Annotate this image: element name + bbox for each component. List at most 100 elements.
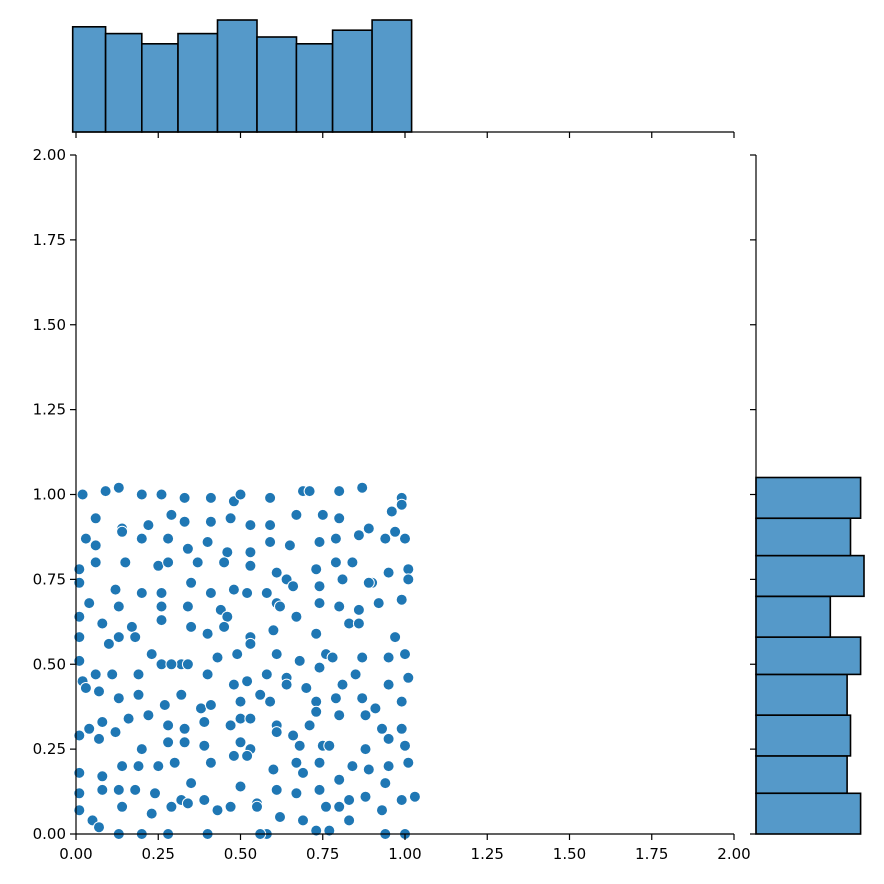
scatter-point-193 bbox=[132, 760, 145, 773]
x-hist-bar-2 bbox=[141, 42, 179, 133]
scatter-point-11 bbox=[303, 485, 316, 498]
scatter-point-128 bbox=[227, 678, 240, 691]
scatter-point-29 bbox=[395, 498, 408, 511]
scatter-point-1 bbox=[112, 481, 125, 494]
scatter-point-126 bbox=[181, 658, 194, 671]
scatter-point-39 bbox=[264, 536, 277, 548]
scatter-point-102 bbox=[352, 617, 365, 630]
marginal-y-histogram bbox=[755, 476, 865, 835]
scatter-point-177 bbox=[135, 743, 148, 756]
scatter-point-220 bbox=[290, 787, 303, 800]
scatter-point-123 bbox=[132, 668, 145, 681]
scatter-point-206 bbox=[362, 763, 375, 776]
scatter-points bbox=[73, 481, 421, 840]
scatter-point-191 bbox=[96, 770, 109, 783]
scatter-point-196 bbox=[185, 777, 198, 790]
scatter-point-121 bbox=[89, 668, 102, 681]
scatter-point-183 bbox=[270, 726, 283, 739]
scatter-point-219 bbox=[270, 783, 283, 796]
y-tick-label-2: 0.50 bbox=[33, 655, 66, 673]
scatter-point-80 bbox=[181, 600, 194, 613]
scatter-point-77 bbox=[83, 597, 96, 610]
scatter-point-188 bbox=[382, 732, 395, 745]
scatter-point-55 bbox=[270, 566, 283, 579]
scatter-point-127 bbox=[201, 668, 214, 681]
scatter-point-133 bbox=[313, 661, 326, 674]
scatter-point-87 bbox=[333, 600, 346, 613]
scatter-point-46 bbox=[399, 532, 411, 545]
scatter-point-38 bbox=[244, 546, 257, 559]
scatter-point-132 bbox=[300, 682, 313, 694]
scatter-point-57 bbox=[310, 563, 323, 576]
scatter-point-201 bbox=[290, 756, 303, 769]
scatter-point-13 bbox=[356, 481, 369, 494]
scatter-point-73 bbox=[313, 580, 326, 593]
scatter-point-192 bbox=[116, 760, 129, 773]
y-tick-label-7: 1.75 bbox=[33, 231, 66, 249]
y-hist-bar-8 bbox=[755, 476, 862, 520]
scatter-point-26 bbox=[333, 512, 346, 525]
x-axis-ticks: 0.00 0.25 0.50 0.75 1.00 1.25 1.50 1.75 2.00 bbox=[59, 834, 751, 863]
scatter-point-125 bbox=[165, 658, 178, 671]
scatter-point-69 bbox=[227, 583, 240, 596]
scatter-point-135 bbox=[349, 668, 362, 681]
scatter-point-186 bbox=[323, 739, 336, 752]
scatter-point-3 bbox=[135, 488, 148, 501]
scatter-point-148 bbox=[254, 688, 267, 701]
scatter-point-105 bbox=[102, 637, 115, 650]
scatter-point-65 bbox=[135, 587, 148, 599]
scatter-point-41 bbox=[313, 536, 326, 548]
scatter-point-42 bbox=[329, 532, 342, 545]
scatter-point-58 bbox=[329, 556, 342, 569]
scatter-point-172 bbox=[310, 705, 323, 718]
scatter-point-112 bbox=[244, 637, 257, 650]
scatter-point-90 bbox=[395, 593, 408, 606]
scatter-point-24 bbox=[290, 508, 303, 521]
scatter-point-198 bbox=[227, 749, 240, 762]
scatter-point-74 bbox=[336, 573, 349, 586]
y-hist-bar-4 bbox=[755, 636, 862, 676]
y-tick-label-1: 0.25 bbox=[33, 740, 66, 758]
scatter-point-108 bbox=[145, 648, 158, 661]
scatter-point-71 bbox=[260, 587, 273, 599]
scatter-point-53 bbox=[218, 556, 231, 569]
scatter-point-207 bbox=[382, 760, 395, 773]
scatter-point-146 bbox=[204, 699, 217, 711]
scatter-point-130 bbox=[260, 668, 273, 681]
scatter-point-151 bbox=[310, 695, 323, 708]
scatter-point-25 bbox=[316, 508, 329, 521]
scatter-point-210 bbox=[96, 783, 109, 796]
scatter-point-114 bbox=[293, 654, 306, 667]
y-axis-ticks: 0.00 0.25 0.50 0.75 1.00 1.25 1.50 1.75 2.00 bbox=[33, 146, 76, 843]
scatter-point-22 bbox=[244, 519, 257, 532]
y-hist-bar-5 bbox=[755, 595, 832, 638]
scatter-point-215 bbox=[198, 794, 211, 806]
scatter-point-232 bbox=[165, 800, 178, 813]
scatter-point-213 bbox=[149, 787, 161, 800]
scatter-point-79 bbox=[155, 600, 168, 613]
y-tick-label-3: 0.75 bbox=[33, 570, 66, 588]
scatter-point-37 bbox=[221, 546, 234, 559]
scatter-point-119 bbox=[399, 648, 411, 661]
scatter-point-239 bbox=[310, 824, 323, 837]
scatter-point-249 bbox=[323, 824, 336, 837]
marginal-y-ticks bbox=[750, 154, 756, 835]
scatter-point-221 bbox=[313, 783, 326, 796]
scatter-point-134 bbox=[336, 678, 349, 691]
scatter-point-48 bbox=[89, 556, 102, 569]
x-tick-label-0: 0.00 bbox=[59, 845, 92, 863]
marginal-x-histogram bbox=[71, 19, 413, 133]
x-tick-label-7: 1.75 bbox=[635, 845, 668, 863]
scatter-point-88 bbox=[352, 603, 365, 616]
scatter-point-154 bbox=[369, 702, 382, 715]
scatter-point-225 bbox=[379, 777, 392, 790]
scatter-point-0 bbox=[76, 488, 89, 501]
scatter-point-161 bbox=[122, 712, 135, 725]
x-hist-bar-5 bbox=[256, 36, 298, 133]
y-tick-label-8: 2.00 bbox=[33, 146, 66, 164]
scatter-point-12 bbox=[333, 485, 346, 498]
x-tick-label-2: 0.50 bbox=[224, 845, 257, 863]
scatter-point-36 bbox=[201, 536, 214, 548]
scatter-point-168 bbox=[244, 712, 257, 725]
scatter-point-199 bbox=[241, 749, 254, 762]
